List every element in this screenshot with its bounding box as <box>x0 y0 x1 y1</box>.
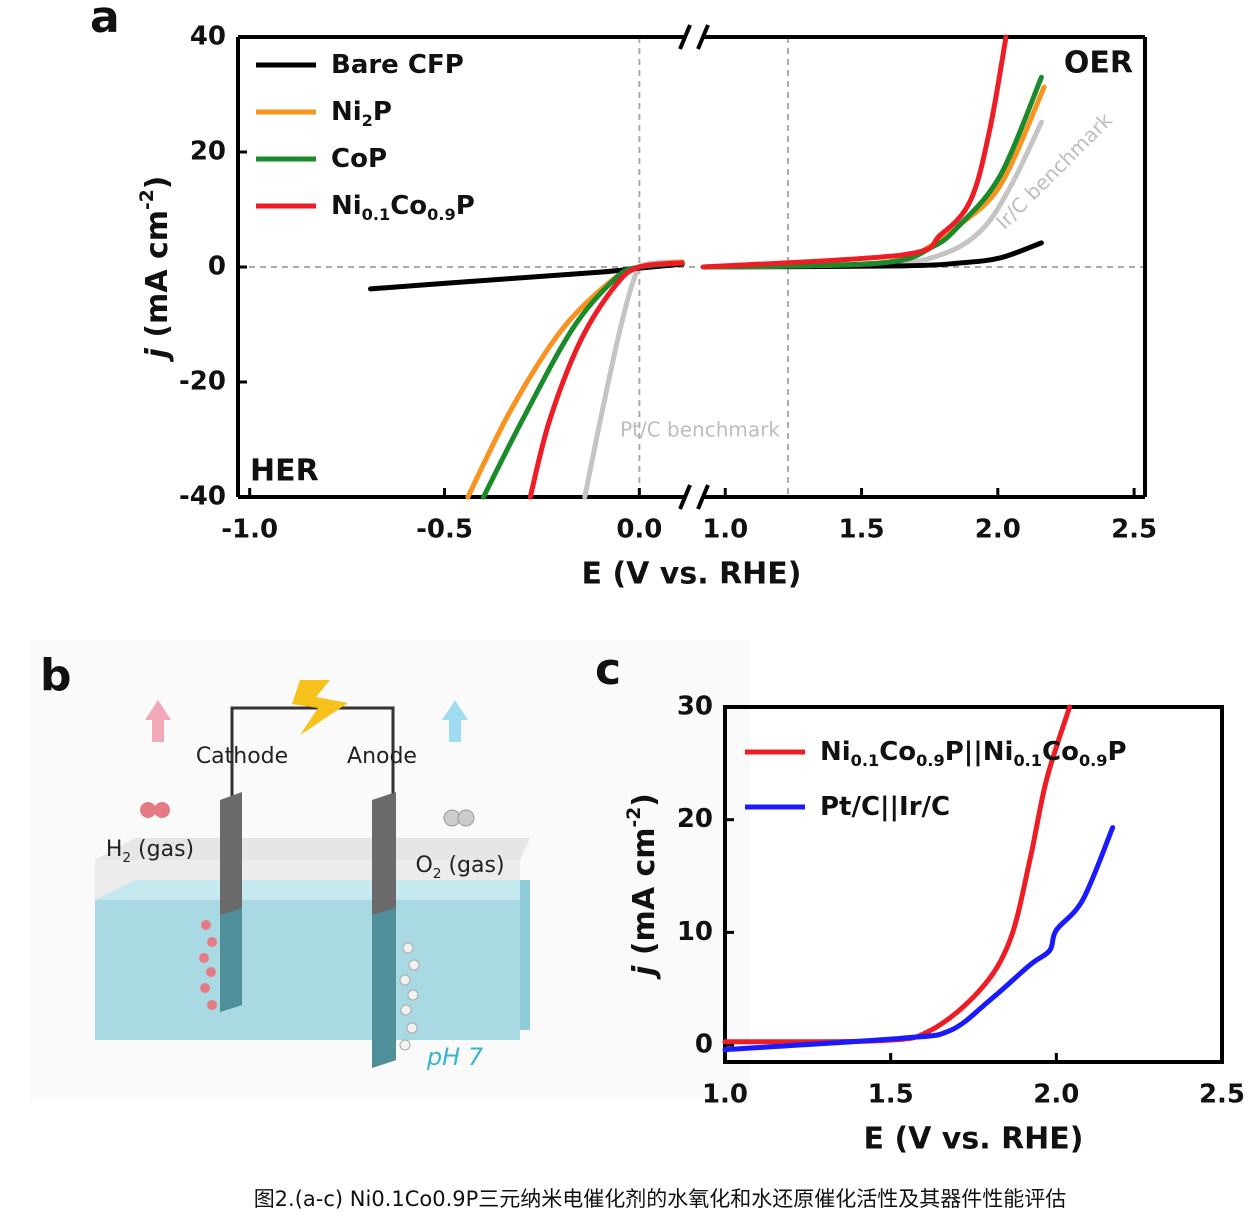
x-tick-label: 1.5 <box>868 1080 914 1110</box>
wire <box>230 706 395 800</box>
x-axis-label: E (V vs. RHE) <box>582 557 802 592</box>
o2-label: O2 (gas) <box>415 853 504 882</box>
y-tick-label: 0 <box>208 252 226 282</box>
legend-label: CoP <box>331 144 387 174</box>
x-tick-label: 0.0 <box>616 515 662 545</box>
lightning <box>292 680 348 735</box>
ph-label: pH 7 <box>426 1043 484 1071</box>
x-tick-label: 1.0 <box>702 515 748 545</box>
h2-arrow <box>145 700 171 742</box>
y-tick-label: 20 <box>190 137 226 167</box>
o2-bubbles <box>399 942 420 1051</box>
legend-label: Ni0.1Co0.9P <box>331 191 475 225</box>
caption: 图2.(a-c) Ni0.1Co0.9P三元纳米电催化剂的水氧化和水还原催化活性… <box>254 1187 1067 1211</box>
y-tick-label: 30 <box>677 692 713 722</box>
legend-label: Ni0.1Co0.9P||Ni0.1Co0.9P <box>820 737 1127 771</box>
y-tick-label: 20 <box>677 804 713 834</box>
h2-label: H2 (gas) <box>106 837 194 866</box>
series-line <box>722 825 1116 1053</box>
cell-diagram: b Cathode Anode H2 (gas) O2 (gas) pH 7 <box>30 640 750 1100</box>
legend-label: Ni2P <box>331 97 392 131</box>
y-tick-label: 10 <box>677 917 713 947</box>
x-axis-label: E (V vs. RHE) <box>864 1122 1084 1157</box>
x-tick-label: 2.0 <box>1033 1080 1079 1110</box>
water-front <box>95 900 520 1040</box>
x-tick-label: 1.0 <box>702 1080 748 1110</box>
h2-bubbles <box>199 920 217 1010</box>
panel-label: b <box>40 650 72 701</box>
x-tick-label: 2.5 <box>1199 1080 1245 1110</box>
x-tick-label: -1.0 <box>221 515 278 545</box>
y-axis-label: j (mA cm-2) <box>137 176 175 363</box>
y-tick-label: 40 <box>190 22 226 52</box>
x-tick-label: 2.0 <box>975 515 1021 545</box>
legend-label: Pt/C||Ir/C <box>820 792 950 822</box>
benchmark-label: Pt/C benchmark <box>620 418 780 442</box>
y-tick-label: 0 <box>695 1030 713 1060</box>
y-axis-label: j (mA cm-2) <box>624 793 662 980</box>
legend-label: Bare CFP <box>331 50 464 80</box>
panel-label: c <box>595 644 621 695</box>
tank-top <box>95 838 530 860</box>
axis-break <box>678 484 710 510</box>
h2-bubble <box>154 802 170 818</box>
axis-break <box>678 24 710 50</box>
x-tick-label: 2.5 <box>1111 515 1157 545</box>
h2-bubble <box>140 802 156 818</box>
panel-label: a <box>90 0 120 43</box>
o2-arrow <box>442 700 468 742</box>
plot-frame <box>723 705 1224 1064</box>
o2-bubble <box>457 809 475 827</box>
cathode-wet <box>220 908 242 1012</box>
cathode-label: Cathode <box>196 744 288 769</box>
water-side <box>520 880 530 1030</box>
y-tick-label: -20 <box>179 367 226 397</box>
x-tick-label: 1.5 <box>839 515 885 545</box>
annotation: HER <box>250 454 319 489</box>
y-tick-label: -40 <box>179 482 226 512</box>
x-tick-label: -0.5 <box>416 515 473 545</box>
anode-label: Anode <box>347 744 417 769</box>
series-line <box>527 34 1009 500</box>
anode-wet <box>372 908 396 1068</box>
water-top <box>95 880 530 900</box>
annotation: OER <box>1064 46 1133 81</box>
